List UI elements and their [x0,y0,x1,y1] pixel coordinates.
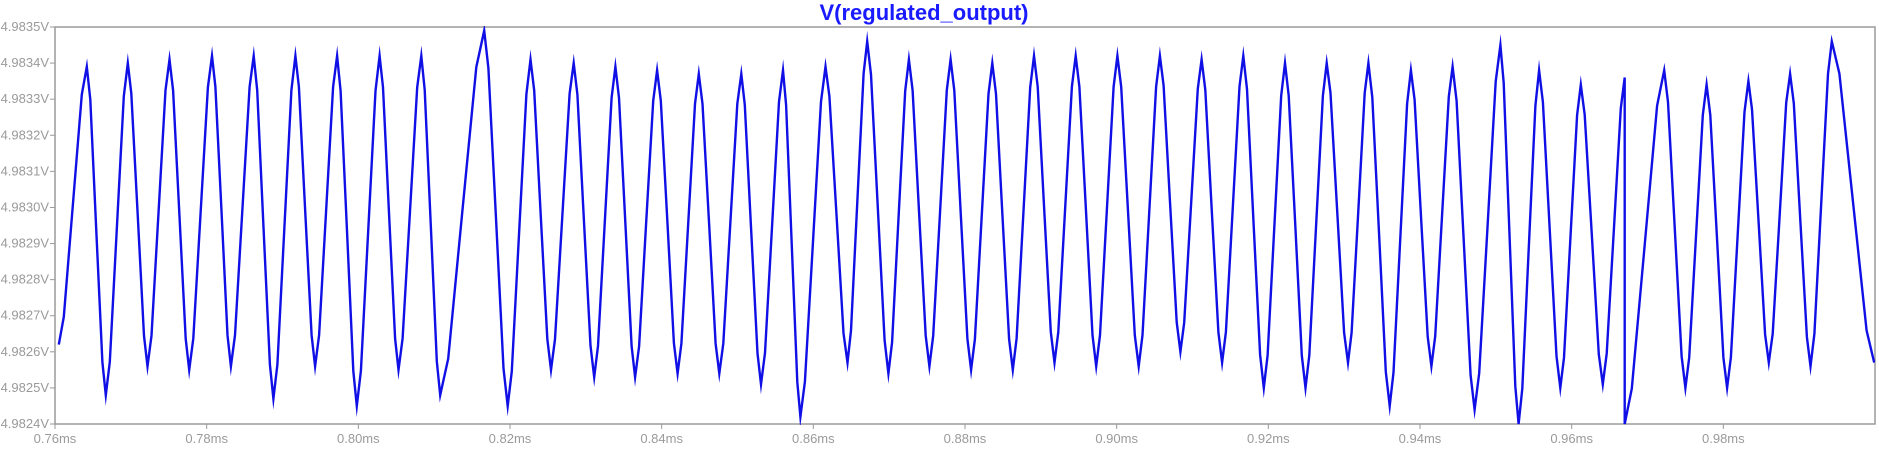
x-tick-label: 0.94ms [1399,431,1442,446]
x-tick-label: 0.96ms [1550,431,1593,446]
x-tick-label: 0.88ms [944,431,987,446]
y-tick-label: 4.9830V [1,199,50,214]
x-tick-label: 0.86ms [792,431,835,446]
x-tick-label: 0.76ms [34,431,77,446]
x-tick-label: 0.98ms [1702,431,1745,446]
x-tick-label: 0.82ms [489,431,532,446]
y-tick-label: 4.9831V [1,163,50,178]
y-tick-label: 4.9832V [1,127,50,142]
y-axis: 4.9824V 4.9825V 4.9826V 4.9827V 4.9828V 4.982… [1,19,55,431]
y-tick-label: 4.9824V [1,416,50,431]
x-tick-label: 0.78ms [185,431,228,446]
plot-frame [54,26,1876,425]
y-tick-label: 4.9825V [1,380,50,395]
series-layer [57,26,1875,425]
x-tick-label: 0.80ms [337,431,380,446]
y-tick-label: 4.9835V [1,19,50,34]
x-axis: 0.76ms 0.78ms 0.80ms 0.82ms 0.84ms 0.86ms 0.88… [34,424,1745,446]
y-tick-label: 4.9834V [1,55,50,70]
y-tick-label: 4.9828V [1,272,50,287]
y-tick-label: 4.9829V [1,236,50,251]
y-tick-label: 4.9827V [1,308,50,323]
x-tick-label: 0.92ms [1247,431,1290,446]
x-tick-label: 0.90ms [1095,431,1138,446]
y-tick-label: 4.9826V [1,344,50,359]
series-line [57,26,1875,425]
y-tick-label: 4.9833V [1,91,50,106]
chart-title: V(regulated_output) [820,0,1029,25]
x-tick-label: 0.84ms [640,431,683,446]
